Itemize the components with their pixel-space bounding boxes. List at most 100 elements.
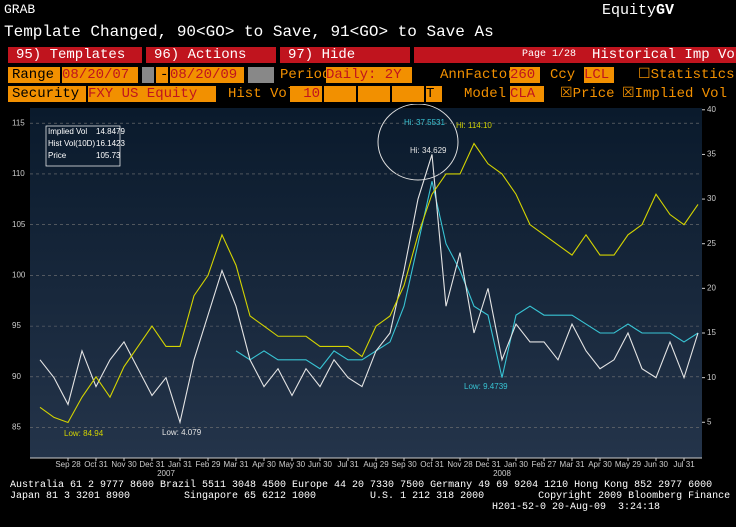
x-tick-label: Jan 31 [168,460,193,469]
y2-tick-label: 5 [707,417,712,426]
x-tick-label: Dec 31 [475,460,501,469]
x-tick-label: Oct 31 [84,460,108,469]
x-tick-label: Aug 29 [363,460,389,469]
annotation: Hi: 114.10 [456,121,492,130]
x-tick-label: Nov 28 [447,460,473,469]
label: Hist Vol [228,86,296,102]
input[interactable]: 08/20/07 [62,67,138,83]
legend-box [45,125,121,167]
label: AnnFactor [440,67,516,83]
input[interactable] [324,86,356,102]
input[interactable]: 260 [510,67,540,83]
y2-tick-label: 20 [707,283,716,292]
legend-label: Price [48,151,67,160]
annotation: Hi: 37.5531 [404,118,445,127]
footer-line: Australia 61 2 9777 8600 Brazil 5511 304… [10,480,713,491]
y2-tick-label: 40 [707,105,716,114]
x-tick-label: Jan 30 [504,460,529,469]
x-tick-label: Nov 30 [111,460,137,469]
x-tick-label: May 29 [615,460,642,469]
screen-title: Historical Imp Vol [592,47,736,63]
annotation: Hi: 34.629 [410,146,447,155]
y2-tick-label: 30 [707,194,716,203]
menu-tab[interactable]: 96) Actions [146,47,276,63]
spacer [142,67,154,83]
footer-line: Japan 81 3 3201 8900 Singapore 65 6212 1… [10,491,736,502]
checkbox[interactable]: ☒Price [560,86,615,102]
input[interactable]: LCL [584,67,614,83]
x-tick-label: Jul 31 [673,460,695,469]
x-tick-label: Jun 30 [644,460,669,469]
y2-tick-label: 35 [707,150,716,159]
x-tick-label: Apr 30 [252,460,276,469]
x-tick-label: Mar 31 [560,460,585,469]
sector: Equity [602,2,657,19]
input[interactable]: 10 [290,86,322,102]
y2-tick-label: 15 [707,328,716,337]
input[interactable] [392,86,424,102]
legend-value: 14.8479 [96,127,125,136]
year-label: 2008 [493,469,511,478]
footer-line: H201-52-0 20-Aug-09 3:24:18 [492,502,661,513]
x-tick-label: Sep 30 [391,460,417,469]
y-tick-label: 100 [12,271,26,280]
legend-value: 16.1423 [96,139,125,148]
y2-tick-label: 25 [707,239,716,248]
input[interactable]: 08/20/09 [170,67,244,83]
checkbox-label: Price [572,86,615,102]
checkbox-label: Implied Vol [634,86,727,102]
checkbox-label: Statistics [650,67,735,83]
y-tick-label: 90 [12,372,21,381]
x-tick-label: Sep 28 [55,460,81,469]
menu-tab[interactable]: 95) Templates [8,47,142,63]
legend-label: Hist Vol(10D) [48,139,95,148]
input[interactable]: T [426,86,442,102]
function-code: GV [656,2,675,19]
y-tick-label: 105 [12,220,26,229]
x-tick-label: Oct 31 [420,460,444,469]
series-line [39,154,699,425]
plot-area [30,108,702,458]
checkbox[interactable]: ☐Statistics [638,67,735,83]
label: Model [464,86,507,102]
legend-value: 105.73 [96,151,121,160]
spacer [248,67,274,83]
y-tick-label: 110 [12,169,25,178]
x-tick-label: Apr 30 [588,460,612,469]
x-tick-label: Jul 31 [337,460,359,469]
year-label: 2007 [157,469,175,478]
series-line [235,181,699,378]
label: - [156,67,168,83]
x-tick-label: Jun 30 [308,460,333,469]
market-sector: EquityGV [602,3,674,18]
y-tick-label: 85 [12,423,21,432]
x-tick-label: Mar 31 [224,460,249,469]
label: Ccy [550,67,576,83]
y-tick-label: 95 [12,321,21,330]
input[interactable] [358,86,390,102]
annotation: Low: 84.94 [64,429,104,438]
x-tick-label: Feb 29 [196,460,221,469]
legend-label: Implied Vol [48,127,87,136]
highlight-circle [377,104,459,181]
series-line [39,142,699,424]
message: Template Changed, 90<GO> to Save, 91<GO>… [4,23,494,41]
y-tick-label: 115 [12,118,25,127]
annotation: Low: 4.079 [162,428,202,437]
x-tick-label: Dec 31 [139,460,165,469]
input[interactable]: FXY US Equity [88,86,216,102]
screen-code: GRAB [4,2,36,17]
page-indicator: Page 1/28 [414,47,736,63]
label: Period [280,67,331,83]
label: Range [8,67,60,83]
checkbox[interactable]: ☒Implied Vol [622,86,727,102]
x-tick-label: May 30 [279,460,306,469]
chart: Hi: 37.5531 Hi: 114.10 Hi: 34.629 Low: 8… [12,104,716,478]
y2-tick-label: 10 [707,373,716,382]
menu-tab[interactable]: 97) Hide [280,47,410,63]
x-tick-label: Feb 27 [532,460,557,469]
input[interactable]: Daily: 2Y [326,67,412,83]
label: Security [8,86,86,102]
input[interactable]: CLA [510,86,544,102]
